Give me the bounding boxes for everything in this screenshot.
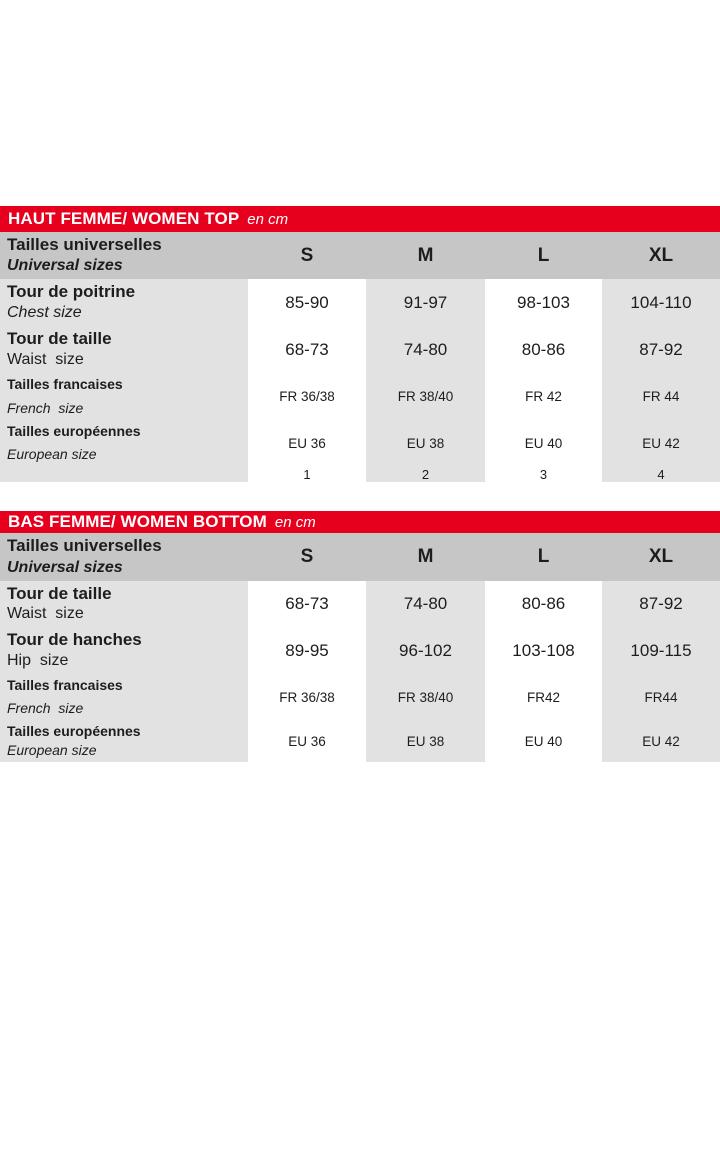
row-sublabel: French size [7, 699, 84, 716]
row-label: Tour de hanches [7, 630, 142, 649]
table-title-bar: HAUT FEMME/ WOMEN TOP en cm [0, 206, 720, 232]
size-value-cell: FR42 [485, 674, 602, 720]
header-label-cell: Tailles universelles Universal sizes [0, 533, 248, 581]
row-label: Tour de poitrine [7, 282, 136, 301]
size-value-cell: FR 36/38 [248, 373, 366, 420]
size-value-cell: 80-86 [485, 581, 602, 627]
size-value-cell: 1 [248, 466, 366, 482]
row-sublabel: European size [7, 741, 97, 758]
size-value-cell: 3 [485, 466, 602, 482]
size-value-cell: 4 [602, 466, 720, 482]
size-column-header-xl: XL [648, 546, 674, 567]
row-label-cell: Tailles européennes European size [0, 420, 248, 466]
size-value-cell: 109-115 [602, 627, 720, 674]
size-value-cell: 2 [366, 466, 485, 482]
size-column-header-s: S [300, 546, 314, 567]
size-value-cell: EU 36 [248, 420, 366, 466]
size-value-cell: 87-92 [602, 581, 720, 627]
header-label-cell: Tailles universelles Universal sizes [0, 232, 248, 279]
row-label: Tailles européennes [7, 723, 141, 739]
row-sublabel: European size [7, 445, 97, 462]
row-label-cell: Tailles européennes European size [0, 720, 248, 762]
size-value-cell: FR44 [602, 674, 720, 720]
size-column-header-l: L [537, 546, 550, 567]
size-value-cell: EU 40 [485, 420, 602, 466]
size-value-cell: FR 38/40 [366, 674, 485, 720]
size-value-cell: 103-108 [485, 627, 602, 674]
size-value-cell: EU 40 [485, 720, 602, 762]
size-value-cell: 68-73 [248, 581, 366, 627]
universal-sizes-label-fr: Tailles universelles [7, 536, 162, 555]
women-top-size-table: HAUT FEMME/ WOMEN TOP en cm Tailles univ… [0, 206, 720, 482]
row-label: Tailles francaises [7, 376, 123, 392]
table-title: BAS FEMME/ WOMEN BOTTOM [8, 512, 267, 531]
size-value-cell: 68-73 [248, 326, 366, 373]
unit-label: en cm [247, 210, 289, 228]
row-label-cell: Tailles francaises French size [0, 674, 248, 720]
size-value-cell: 89-95 [248, 627, 366, 674]
size-value-cell: EU 42 [602, 420, 720, 466]
table-row-waist: Tour de taille Waist size 68-73 74-80 80… [0, 326, 720, 373]
size-chart-page: { "colors":{ "accent_red":"#e7001e", "he… [0, 206, 720, 1166]
row-sublabel: Chest size [7, 304, 82, 322]
row-label-cell: Tour de hanches Hip size [0, 627, 248, 674]
universal-sizes-label-en: Universal sizes [7, 257, 123, 275]
size-value-cell: 98-103 [485, 279, 602, 326]
size-value-cell: 91-97 [366, 279, 485, 326]
table-row-french-size: Tailles francaises French size FR 36/38 … [0, 674, 720, 720]
row-sublabel: Waist size [7, 351, 84, 369]
row-sublabel: French size [7, 399, 84, 416]
size-value-cell: 85-90 [248, 279, 366, 326]
row-label: Tailles francaises [7, 677, 123, 693]
size-value-cell: EU 38 [366, 420, 485, 466]
table-row-chest: Tour de poitrine Chest size 85-90 91-97 … [0, 279, 720, 326]
table-title-bar: BAS FEMME/ WOMEN BOTTOM en cm [0, 511, 720, 533]
size-column-header-m: M [417, 244, 434, 266]
row-label-cell: Tour de poitrine Chest size [0, 279, 248, 326]
size-value-cell: 96-102 [366, 627, 485, 674]
size-value-cell: FR 44 [602, 373, 720, 420]
row-label-cell [0, 466, 248, 482]
table-row-hip: Tour de hanches Hip size 89-95 96-102 10… [0, 627, 720, 674]
table-row-european-size: Tailles européennes European size EU 36 … [0, 420, 720, 466]
table-row-size-numbers: 1 2 3 4 [0, 466, 720, 482]
row-label-cell: Tour de taille Waist size [0, 326, 248, 373]
table-title: HAUT FEMME/ WOMEN TOP [8, 209, 240, 228]
size-column-header-m: M [417, 546, 434, 567]
size-value-cell: EU 42 [602, 720, 720, 762]
size-column-header-l: L [537, 244, 550, 266]
size-value-cell: 87-92 [602, 326, 720, 373]
row-sublabel: Waist size [7, 605, 84, 623]
universal-sizes-label-fr: Tailles universelles [7, 235, 162, 254]
size-header-row: Tailles universelles Universal sizes S M… [0, 232, 720, 279]
women-bottom-size-table: BAS FEMME/ WOMEN BOTTOM en cm Tailles un… [0, 511, 720, 762]
row-label-cell: Tour de taille Waist size [0, 581, 248, 627]
row-sublabel: Hip size [7, 652, 69, 670]
size-value-cell: EU 36 [248, 720, 366, 762]
size-value-cell: FR 42 [485, 373, 602, 420]
universal-sizes-label-en: Universal sizes [7, 559, 123, 577]
row-label-cell: Tailles francaises French size [0, 373, 248, 420]
size-value-cell: 80-86 [485, 326, 602, 373]
table-row-european-size: Tailles européennes European size EU 36 … [0, 720, 720, 762]
size-column-header-xl: XL [648, 244, 674, 266]
row-label: Tour de taille [7, 329, 112, 348]
table-row-french-size: Tailles francaises French size FR 36/38 … [0, 373, 720, 420]
table-row-waist: Tour de taille Waist size 68-73 74-80 80… [0, 581, 720, 627]
size-value-cell: FR 38/40 [366, 373, 485, 420]
size-value-cell: 104-110 [602, 279, 720, 326]
row-label: Tailles européennes [7, 423, 141, 439]
size-value-cell: 74-80 [366, 326, 485, 373]
row-label: Tour de taille [7, 584, 112, 603]
size-column-header-s: S [300, 244, 314, 266]
unit-label: en cm [274, 513, 316, 531]
size-value-cell: EU 38 [366, 720, 485, 762]
size-header-row: Tailles universelles Universal sizes S M… [0, 533, 720, 581]
size-value-cell: 74-80 [366, 581, 485, 627]
size-value-cell: FR 36/38 [248, 674, 366, 720]
